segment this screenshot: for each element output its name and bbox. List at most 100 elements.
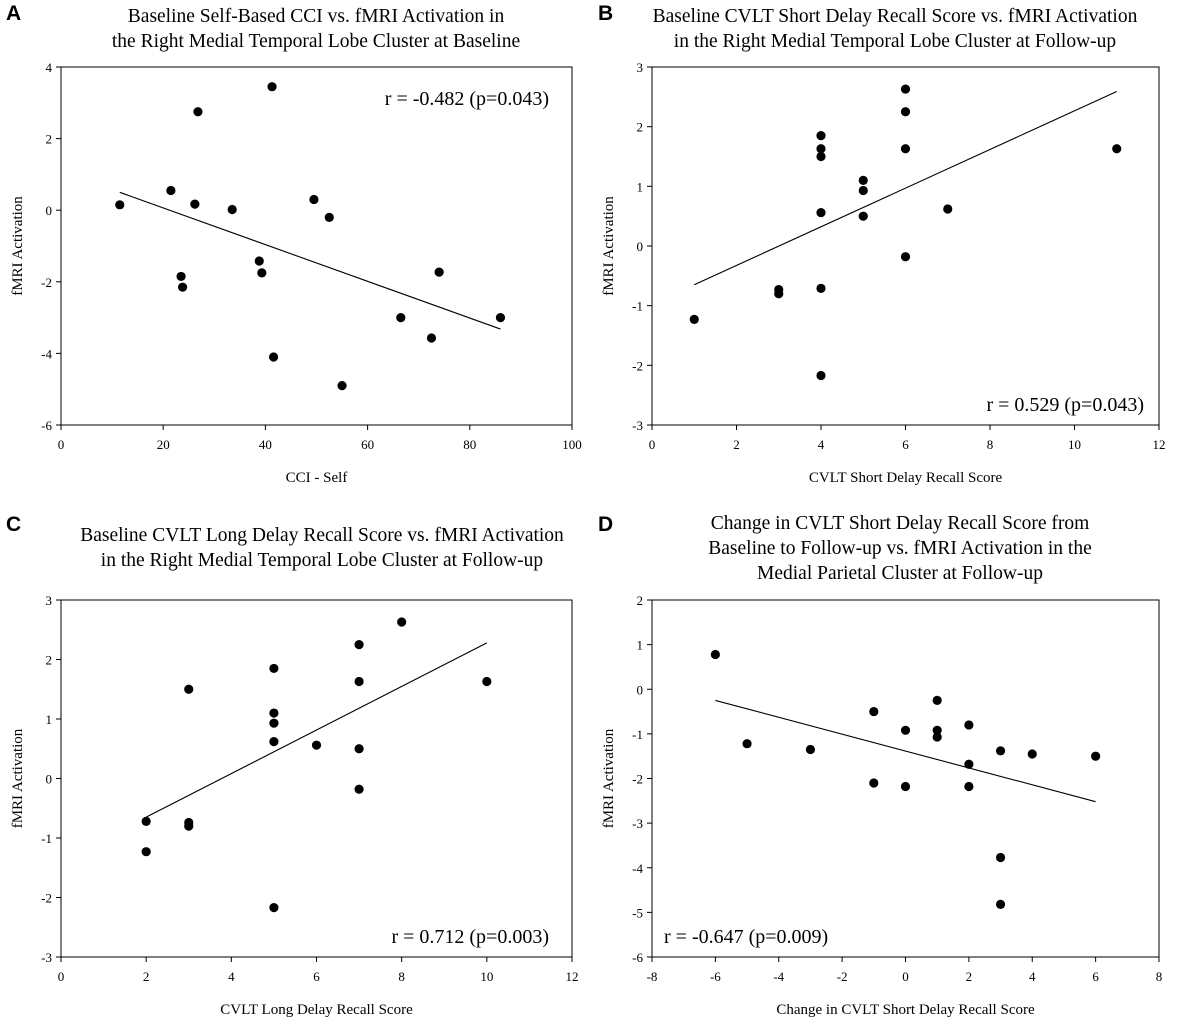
x-tick-label: 20 (157, 437, 170, 452)
data-point (193, 107, 203, 117)
x-tick-label: 0 (58, 437, 65, 452)
x-tick-label: 12 (1153, 437, 1166, 452)
data-point (324, 212, 334, 222)
plot-frame (60, 66, 573, 426)
y-tick-label: -2 (632, 772, 643, 787)
chart-title-line: Baseline Self-Based CCI vs. fMRI Activat… (127, 6, 505, 27)
panel-letter: B (598, 2, 614, 25)
y-tick-label: -2 (41, 891, 52, 906)
data-point (900, 84, 911, 94)
data-point (858, 211, 868, 221)
data-point (1091, 751, 1101, 761)
data-point (858, 175, 868, 185)
data-point (900, 781, 911, 792)
data-point (309, 194, 319, 205)
chart-title-line: Change in CVLT Short Delay Recall Score … (710, 513, 1090, 534)
data-point (482, 676, 492, 687)
x-tick-label: -2 (837, 969, 848, 984)
y-tick-label: -6 (41, 418, 52, 433)
data-point (397, 617, 407, 627)
data-point (995, 852, 1006, 863)
data-point (900, 252, 911, 262)
panel-a: A Baseline Self-Based CCI vs. fMRI Activ… (0, 0, 593, 511)
y-tick-label: 2 (46, 653, 53, 668)
data-point (115, 200, 125, 210)
y-tick-label: 2 (637, 593, 644, 608)
data-point (337, 381, 347, 391)
panel-letter: C (6, 513, 22, 536)
correlation-annotation: r = -0.482 (p=0.043) (385, 88, 549, 110)
x-axis-label: CCI - Self (286, 470, 348, 486)
data-point (995, 899, 1006, 909)
data-point (964, 781, 974, 792)
y-tick-label: -3 (632, 418, 643, 433)
regression-line (715, 699, 1096, 803)
data-point (869, 778, 879, 788)
y-axis-label: fMRI Activation (10, 196, 26, 296)
data-point (257, 268, 267, 278)
data-point (178, 282, 188, 292)
x-tick-label: 0 (902, 969, 909, 984)
data-point (495, 313, 506, 323)
correlation-annotation: r = -0.647 (p=0.009) (664, 926, 828, 948)
y-tick-label: 3 (637, 60, 644, 75)
data-point (932, 695, 942, 706)
x-tick-label: 6 (313, 969, 320, 984)
data-point (311, 740, 322, 750)
data-point (995, 746, 1006, 756)
data-point (354, 784, 364, 794)
panel-b: B Baseline CVLT Short Delay Recall Score… (593, 0, 1187, 511)
x-tick-label: 80 (463, 437, 476, 452)
y-tick-label: -1 (41, 831, 52, 846)
panel-c: C Baseline CVLT Long Delay Recall Score … (0, 511, 593, 1022)
chart-title-line: Baseline CVLT Long Delay Recall Score vs… (80, 525, 564, 546)
x-axis-label: CVLT Short Delay Recall Score (809, 470, 1003, 486)
plot-frame (651, 66, 1160, 426)
data-point (190, 199, 200, 209)
y-tick-label: 1 (637, 638, 644, 653)
data-point (816, 370, 826, 381)
data-point (176, 271, 186, 282)
data-point (354, 744, 364, 754)
data-point (689, 314, 699, 324)
x-tick-label: 100 (562, 437, 582, 452)
data-point (710, 649, 720, 660)
plot-frame (651, 599, 1160, 958)
chart-title: Baseline CVLT Long Delay Recall Score vs… (14, 523, 630, 573)
data-point (900, 144, 911, 154)
data-point (254, 256, 264, 266)
plot-frame (60, 599, 573, 958)
x-tick-label: 2 (733, 437, 740, 452)
chart-title-line: Baseline CVLT Short Delay Recall Score v… (652, 6, 1138, 27)
data-point (816, 131, 826, 141)
data-point (858, 185, 868, 196)
data-point (269, 903, 279, 913)
x-tick-label: 4 (1029, 969, 1036, 984)
y-tick-label: 4 (46, 60, 53, 75)
x-tick-label: 0 (58, 969, 65, 984)
data-point (269, 737, 279, 747)
y-tick-label: -3 (41, 950, 52, 965)
data-point (268, 352, 279, 362)
data-point (354, 640, 364, 650)
x-tick-label: 12 (566, 969, 579, 984)
data-point (166, 185, 176, 196)
x-tick-label: -4 (773, 969, 784, 984)
x-tick-label: 6 (1092, 969, 1099, 984)
y-tick-label: 0 (637, 682, 644, 697)
y-tick-label: -6 (632, 950, 643, 965)
y-axis-label: fMRI Activation (601, 196, 617, 296)
chart-title-line: in the Right Medial Temporal Lobe Cluste… (673, 31, 1117, 52)
y-tick-label: 0 (46, 203, 53, 218)
panel-letter: A (6, 2, 22, 25)
chart-title-line: in the Right Medial Temporal Lobe Cluste… (100, 550, 544, 571)
data-point (354, 676, 364, 687)
y-tick-label: -4 (632, 861, 643, 876)
data-point (742, 739, 752, 749)
scatter-plot: -8 -6 -4 -2 0 2 4 6 8 -6 -5 -4 -3 -2 -1 0 1 2 Change in CV… (601, 593, 1162, 1018)
y-tick-label: 2 (637, 120, 644, 135)
y-tick-label: 1 (46, 712, 53, 727)
data-point (816, 207, 826, 218)
x-tick-label: 6 (902, 437, 909, 452)
